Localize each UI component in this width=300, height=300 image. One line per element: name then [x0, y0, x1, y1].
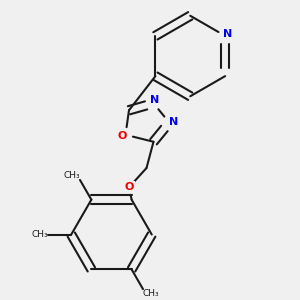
Text: O: O — [117, 131, 127, 141]
Text: CH₃: CH₃ — [32, 230, 49, 239]
Text: CH₃: CH₃ — [63, 171, 80, 180]
Text: N: N — [223, 29, 232, 40]
Text: N: N — [169, 117, 178, 127]
Text: CH₃: CH₃ — [143, 289, 160, 298]
Text: N: N — [150, 95, 159, 105]
Text: O: O — [124, 182, 134, 192]
